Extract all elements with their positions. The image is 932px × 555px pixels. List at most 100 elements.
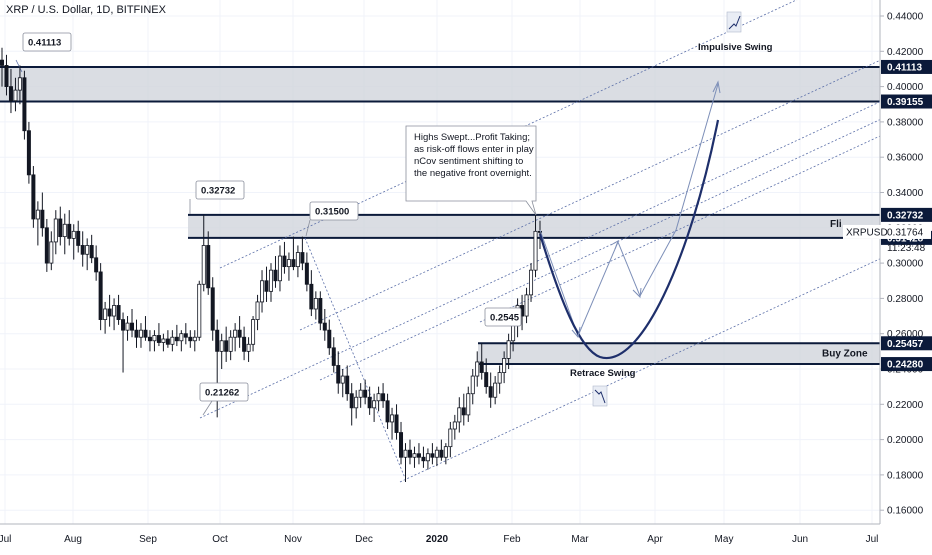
callout-pointer <box>305 219 311 237</box>
channel-line <box>199 101 881 419</box>
last-price-value: 0.31764 <box>887 227 924 238</box>
candle <box>479 361 484 373</box>
candle <box>40 209 45 229</box>
candle <box>134 329 139 338</box>
candle <box>71 230 76 239</box>
candle <box>215 329 220 352</box>
candle <box>156 335 161 343</box>
callouts: 0.41113 0.32732 0.31500 0.21262 0.2545 <box>22 32 522 416</box>
note-line: the negative front overnight. <box>414 168 532 179</box>
price-tick-label: 0.28000 <box>887 294 924 305</box>
candle <box>286 259 291 268</box>
candle <box>67 223 72 239</box>
price-tick-label: 0.40000 <box>887 82 924 93</box>
channel-line <box>299 59 881 331</box>
time-tick-label: Nov <box>284 534 302 545</box>
candle <box>345 375 350 395</box>
time-tick-label: Oct <box>212 534 228 545</box>
candle <box>251 319 256 345</box>
candle <box>170 336 175 345</box>
candle <box>13 89 18 102</box>
candle <box>44 227 49 264</box>
candle <box>268 269 273 292</box>
candle <box>103 308 108 320</box>
candle <box>161 338 166 343</box>
candle <box>529 269 534 296</box>
price-label: 0.24280 <box>887 360 924 371</box>
time-tick-label: Feb <box>503 534 521 545</box>
callout-pointer <box>15 59 23 73</box>
candle <box>434 449 439 458</box>
candle <box>309 283 314 310</box>
time-axis: Jul Aug Sep Oct Nov Dec 2020 Feb Mar Apr May Jun Jul <box>0 523 880 545</box>
note-line: Highs Swept...Profit Taking; <box>414 132 530 143</box>
price-tick-label: 0.38000 <box>887 117 924 128</box>
callout-box <box>484 307 522 327</box>
candle <box>8 86 13 102</box>
candle <box>358 389 363 398</box>
candle <box>277 255 282 282</box>
zone-box <box>188 214 880 238</box>
candle <box>484 372 489 388</box>
zone-box <box>0 66 880 102</box>
callout-box <box>195 180 245 200</box>
price-tick-label: 0.18000 <box>887 470 924 481</box>
price-tick-label: 0.44000 <box>887 12 924 23</box>
callout-label: 0.41113 <box>28 38 61 49</box>
time-tick-label: May <box>715 534 734 545</box>
time-tick-label: Mar <box>571 534 589 545</box>
time-tick-label: Jul <box>0 534 11 545</box>
zone-label-buy: Buy Zone <box>822 348 868 359</box>
channel-line <box>319 119 881 381</box>
candle <box>31 174 36 220</box>
candle <box>192 336 197 342</box>
callout-box <box>309 201 359 221</box>
candle <box>206 245 211 289</box>
candle <box>506 340 511 359</box>
candle <box>260 280 265 303</box>
candle <box>112 305 117 317</box>
candle <box>224 340 229 352</box>
candle <box>165 338 170 345</box>
price-label-box <box>881 94 932 109</box>
grid <box>0 0 880 524</box>
callout-label: 0.31500 <box>315 207 349 218</box>
candle <box>49 241 54 264</box>
candle <box>327 329 332 349</box>
candle <box>367 396 372 409</box>
price-axis: 0.44000 0.42000 0.40000 0.38000 0.36000 0.340… <box>843 0 932 524</box>
candle <box>304 262 309 285</box>
trend-down-icon <box>594 389 606 404</box>
callout-label: 0.21262 <box>205 388 239 399</box>
candle <box>390 414 395 423</box>
price-tick-label: 0.34000 <box>887 188 924 199</box>
candle <box>188 336 193 342</box>
candle <box>497 372 502 384</box>
arrow-head <box>610 239 619 250</box>
candle <box>4 65 9 87</box>
candle <box>430 453 435 458</box>
candle <box>130 322 135 331</box>
candle <box>147 336 152 342</box>
candle <box>363 389 368 398</box>
price-tick-label: 0.26000 <box>887 329 924 340</box>
channel-line <box>399 258 881 483</box>
note-line: nCov sentiment shifting to <box>414 156 523 167</box>
candle <box>313 297 318 310</box>
candle <box>448 428 453 448</box>
candle <box>385 400 390 423</box>
callout-label: 0.2545 <box>490 313 520 324</box>
candle <box>76 230 81 246</box>
callout-box <box>22 32 72 52</box>
candle <box>174 336 179 342</box>
candle <box>228 336 233 352</box>
candle <box>219 340 224 352</box>
candle <box>475 361 480 377</box>
candle <box>183 333 188 338</box>
candle <box>273 269 278 282</box>
candle <box>533 230 538 271</box>
candle <box>470 375 475 395</box>
candle <box>242 336 247 352</box>
note-line: as risk-off flows enter in play <box>414 144 534 155</box>
